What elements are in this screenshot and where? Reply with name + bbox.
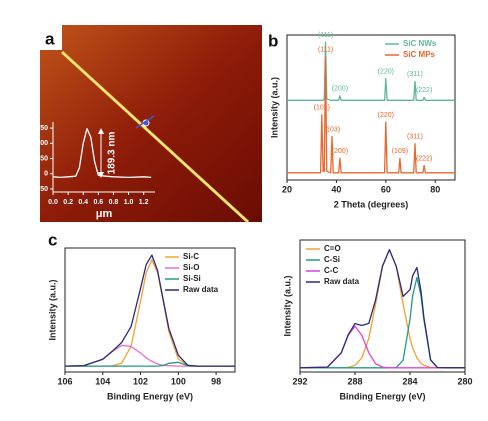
peak-label: (200) bbox=[332, 86, 348, 93]
y-tick-label: 150 bbox=[36, 125, 48, 132]
peak-label: (311) bbox=[407, 71, 423, 78]
x-tick-label: 1.0 bbox=[124, 199, 134, 206]
x-axis-label: μm bbox=[96, 208, 113, 220]
legend-label: Si-C bbox=[183, 252, 199, 261]
peak-label: (111) bbox=[318, 32, 333, 39]
peak-label: (222) bbox=[416, 87, 432, 94]
legend-label: SiC NWs bbox=[403, 39, 437, 48]
x-tick-label: 292 bbox=[292, 376, 307, 386]
peak-label: (220) bbox=[378, 68, 394, 75]
peak-label: (111) bbox=[318, 47, 333, 54]
series-line bbox=[52, 128, 152, 179]
panel-label: c bbox=[48, 230, 57, 249]
x-tick-label: 0.4 bbox=[78, 199, 88, 206]
x-tick-label: 1.2 bbox=[139, 199, 149, 206]
y-tick-label: 100 bbox=[36, 140, 48, 147]
series-line bbox=[287, 41, 455, 101]
panel-label: a bbox=[45, 29, 55, 48]
plot-frame bbox=[299, 239, 466, 373]
legend-label: Si-Si bbox=[183, 274, 201, 283]
x-tick-label: 0.6 bbox=[93, 199, 103, 206]
x-axis-label: 2 Theta (degrees) bbox=[334, 199, 409, 209]
legend-label: C-C bbox=[324, 266, 338, 275]
annotation: 189.3 nm bbox=[107, 131, 118, 174]
x-tick-label: 60 bbox=[381, 184, 391, 194]
plot-frame bbox=[286, 34, 456, 181]
series-line bbox=[299, 325, 465, 369]
x-tick-label: 98 bbox=[211, 376, 221, 386]
peak-label: (220) bbox=[378, 112, 394, 119]
series-line bbox=[287, 56, 455, 174]
x-axis-label: Binding Energy (eV) bbox=[339, 391, 425, 401]
y-axis-label: Intensity (a.u.) bbox=[269, 77, 279, 138]
x-tick-label: 288 bbox=[347, 376, 362, 386]
x-axis-label: Binding Energy (eV) bbox=[107, 391, 193, 401]
series-line bbox=[300, 276, 465, 369]
peak-label: (222) bbox=[416, 155, 432, 162]
afm-image bbox=[40, 25, 262, 222]
x-tick-label: 0.0 bbox=[48, 199, 58, 206]
legend-label: C-Si bbox=[324, 255, 340, 264]
x-tick-label: 20 bbox=[282, 184, 292, 194]
y-tick-label: 0 bbox=[44, 171, 48, 178]
peak-label: (311) bbox=[407, 134, 423, 141]
x-tick-label: 80 bbox=[430, 184, 440, 194]
peak-label: (101) bbox=[314, 105, 330, 112]
x-tick-label: 280 bbox=[457, 376, 472, 386]
nanowire-highlight bbox=[61, 51, 249, 223]
x-tick-label: 0.8 bbox=[109, 199, 119, 206]
x-tick-label: 284 bbox=[402, 376, 417, 386]
legend-label: SiC MPs bbox=[403, 50, 436, 59]
x-tick-label: 102 bbox=[133, 376, 148, 386]
x-tick-label: 40 bbox=[331, 184, 341, 194]
x-tick-label: 100 bbox=[171, 376, 186, 386]
legend-label: Raw data bbox=[324, 277, 360, 286]
plot-frame bbox=[64, 247, 236, 373]
arrow-head bbox=[98, 128, 104, 134]
peak-label: (103) bbox=[324, 126, 340, 133]
y-tick-label: 50 bbox=[40, 155, 48, 162]
x-tick-label: 106 bbox=[57, 376, 72, 386]
y-axis-label: Intensity (a.u.) bbox=[47, 279, 57, 340]
legend-label: Si-O bbox=[183, 263, 199, 272]
series-line bbox=[299, 249, 465, 369]
series-line bbox=[65, 259, 235, 367]
y-tick-label: -50 bbox=[38, 186, 48, 193]
y-axis-label: Intensity (a.u.) bbox=[282, 275, 292, 336]
scan-line bbox=[135, 115, 155, 129]
legend-label: Raw data bbox=[183, 285, 219, 294]
peak-label: (200) bbox=[332, 148, 348, 155]
panel-label: b bbox=[268, 31, 278, 50]
peak-label: (109) bbox=[392, 148, 408, 155]
series-line bbox=[64, 254, 235, 367]
legend-label: C=O bbox=[324, 244, 341, 253]
x-tick-label: 0.2 bbox=[63, 199, 73, 206]
x-tick-label: 104 bbox=[95, 376, 110, 386]
y-axis-label: nm bbox=[20, 149, 32, 166]
